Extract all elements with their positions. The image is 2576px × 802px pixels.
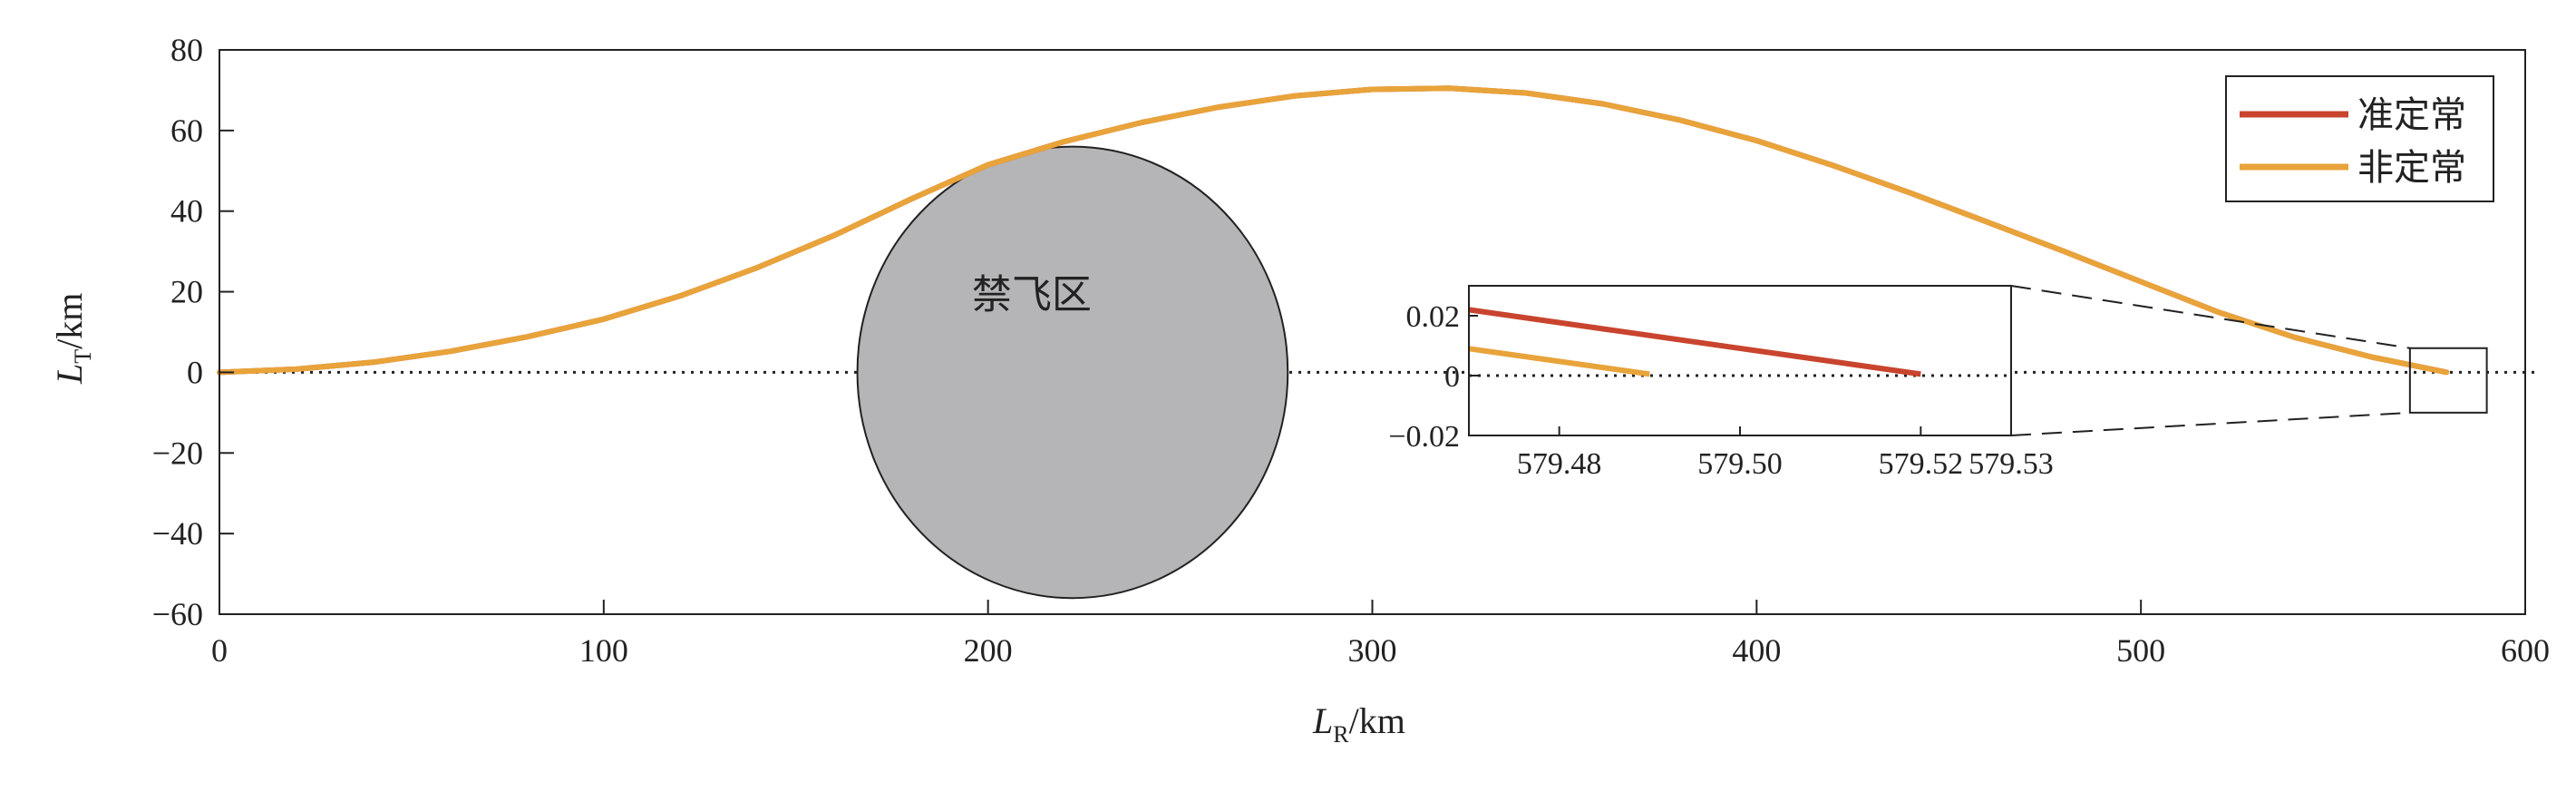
legend-label-quasi-steady: 准定常	[2357, 94, 2466, 136]
legend-label-unsteady: 非定常	[2357, 147, 2466, 189]
y-tick-label-0: −60	[152, 596, 203, 632]
x-tick-label-1: 100	[579, 632, 628, 669]
x-axis-symbol: L	[1312, 700, 1333, 741]
x-tick-label-3: 300	[1348, 632, 1397, 669]
y-tick-label-4: 20	[170, 274, 203, 310]
y-tick-label-7: 80	[170, 32, 203, 68]
zoom-indicator	[2010, 285, 2488, 436]
x-tick-label-5: 500	[2116, 632, 2165, 669]
x-tick-label-4: 400	[1732, 632, 1781, 669]
y-axis-subscript: T	[70, 349, 96, 364]
y-tick-label-3: 0	[187, 354, 203, 390]
zoom-connector-bottom	[2010, 411, 2410, 436]
inset-x-tick-label-0: 579.48	[1517, 447, 1602, 481]
no-fly-zone-label: 禁飞区	[972, 271, 1092, 318]
inset-x-tick-label-1: 579.50	[1697, 447, 1783, 481]
inset-segment-0	[1468, 307, 1921, 377]
x-axis-title: LR/km	[1312, 700, 1405, 748]
inset-plot: 579.48 579.50 579.52 579.53 0.02 0 −0.02	[1388, 285, 2054, 481]
inset-x-tick-label-3: 579.53	[1968, 447, 2054, 481]
no-fly-zone-circle	[856, 145, 1289, 600]
plot-frame	[219, 49, 2526, 615]
no-fly-zone: 禁飞区	[856, 145, 1289, 600]
inset-y-tick-label-0: 0.02	[1406, 300, 1461, 334]
series-lines	[217, 85, 2450, 376]
legend-box	[2225, 75, 2494, 202]
inset-x-tick-label-2: 579.52	[1879, 447, 1964, 481]
y-tick-label-5: 40	[170, 193, 203, 230]
y-axis-unit: /km	[49, 293, 90, 349]
y-tick-label-6: 60	[170, 112, 203, 149]
legend: 准定常 非定常	[2225, 75, 2494, 202]
svg-text:LT/km: LT/km	[49, 293, 96, 385]
svg-text:LR/km: LR/km	[1312, 700, 1405, 748]
y-axis-symbol: L	[49, 364, 90, 385]
x-axis-subscript: R	[1333, 721, 1349, 748]
inset-y-tick-label-2: −0.02	[1388, 420, 1460, 454]
y-tick-label-1: −40	[152, 515, 203, 552]
inset-segment-1	[1468, 346, 1650, 377]
y-axis-title: LT/km	[49, 293, 96, 385]
x-tick-label-2: 200	[964, 632, 1013, 669]
zoom-connector-top	[2010, 285, 2411, 349]
axes: 0 100 200 300 400 500 600 −60 −40 −20 0 20 40 60 80	[152, 32, 2550, 669]
zoom-box	[2408, 347, 2488, 414]
inset-y-tick-label-1: 0	[1444, 360, 1460, 394]
x-tick-label-6: 600	[2501, 632, 2550, 669]
x-tick-label-0: 0	[211, 632, 228, 669]
y-tick-label-2: −20	[152, 435, 203, 471]
series-line-1	[217, 85, 2450, 376]
x-axis-unit: /km	[1349, 700, 1405, 741]
